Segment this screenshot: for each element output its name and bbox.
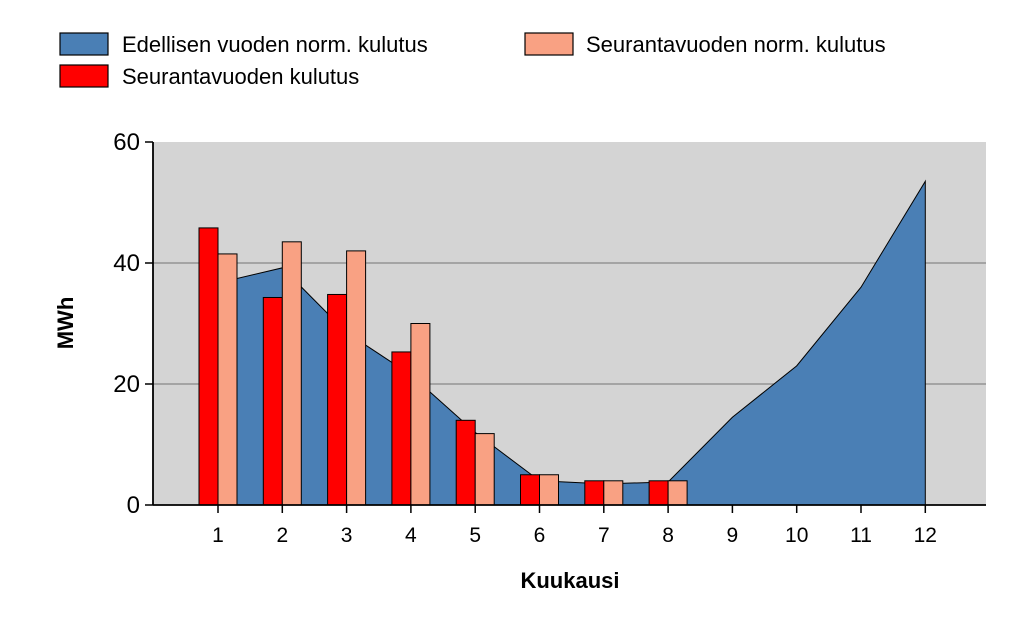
x-axis-ticks: 1 2 3 4 5 6 7 8 9 10 11 12 — [212, 505, 937, 547]
y-tick-label: 20 — [113, 371, 140, 398]
bar-follow-year-actual — [391, 351, 412, 506]
legend-swatch-previous-year-norm — [59, 32, 109, 56]
bar-follow-year-norm — [539, 474, 559, 506]
x-tick-label: 5 — [469, 524, 481, 547]
legend-item-previous-year-norm: Edellisen vuoden norm. kulutus — [59, 32, 428, 57]
bar-follow-year-norm — [603, 480, 624, 506]
legend-swatch-follow-year-actual — [59, 64, 109, 88]
bar-follow-year-actual — [584, 480, 605, 506]
x-tick-label: 6 — [534, 524, 546, 547]
bar-follow-year-actual — [520, 474, 540, 506]
x-tick-label: 7 — [598, 524, 610, 547]
bar-follow-year-norm — [346, 250, 367, 506]
bar-follow-year-actual — [262, 296, 283, 506]
bar-follow-year-norm — [667, 480, 688, 506]
bar-follow-year-norm — [281, 241, 302, 506]
x-tick-label: 10 — [785, 524, 808, 547]
legend-label-follow-year-norm: Seurantavuoden norm. kulutus — [586, 32, 886, 57]
axes — [152, 142, 986, 506]
x-axis-title: Kuukausi — [520, 568, 619, 593]
bar-follow-year-norm — [217, 253, 238, 506]
bar-follow-year-actual — [455, 419, 476, 506]
legend: Edellisen vuoden norm. kulutus Seurantav… — [59, 32, 886, 89]
x-tick-label: 4 — [405, 524, 417, 547]
x-tick-label: 11 — [850, 524, 872, 547]
bar-follow-year-norm — [474, 433, 495, 506]
bar-follow-year-actual — [648, 480, 669, 506]
bar-follow-year-norm — [410, 323, 431, 506]
x-tick-label: 2 — [276, 524, 288, 547]
x-tick-label: 1 — [212, 524, 224, 547]
y-axis-title: MWh — [53, 297, 78, 350]
legend-item-follow-year-norm: Seurantavuoden norm. kulutus — [524, 32, 886, 57]
legend-label-follow-year-actual: Seurantavuoden kulutus — [122, 64, 359, 89]
legend-swatch-follow-year-norm — [524, 32, 574, 56]
x-tick-label: 8 — [662, 524, 674, 547]
y-tick-label: 40 — [113, 250, 140, 277]
x-tick-label: 3 — [341, 524, 353, 547]
bar-follow-year-actual — [327, 293, 348, 506]
legend-label-previous-year-norm: Edellisen vuoden norm. kulutus — [122, 32, 428, 57]
y-axis-ticks: 0 20 40 60 — [113, 129, 153, 519]
y-tick-label: 60 — [113, 129, 140, 156]
y-tick-label: 0 — [127, 492, 140, 519]
x-tick-label: 12 — [914, 524, 937, 547]
x-tick-label: 9 — [727, 524, 739, 547]
bar-follow-year-actual — [198, 227, 219, 506]
legend-item-follow-year-actual: Seurantavuoden kulutus — [59, 64, 359, 89]
